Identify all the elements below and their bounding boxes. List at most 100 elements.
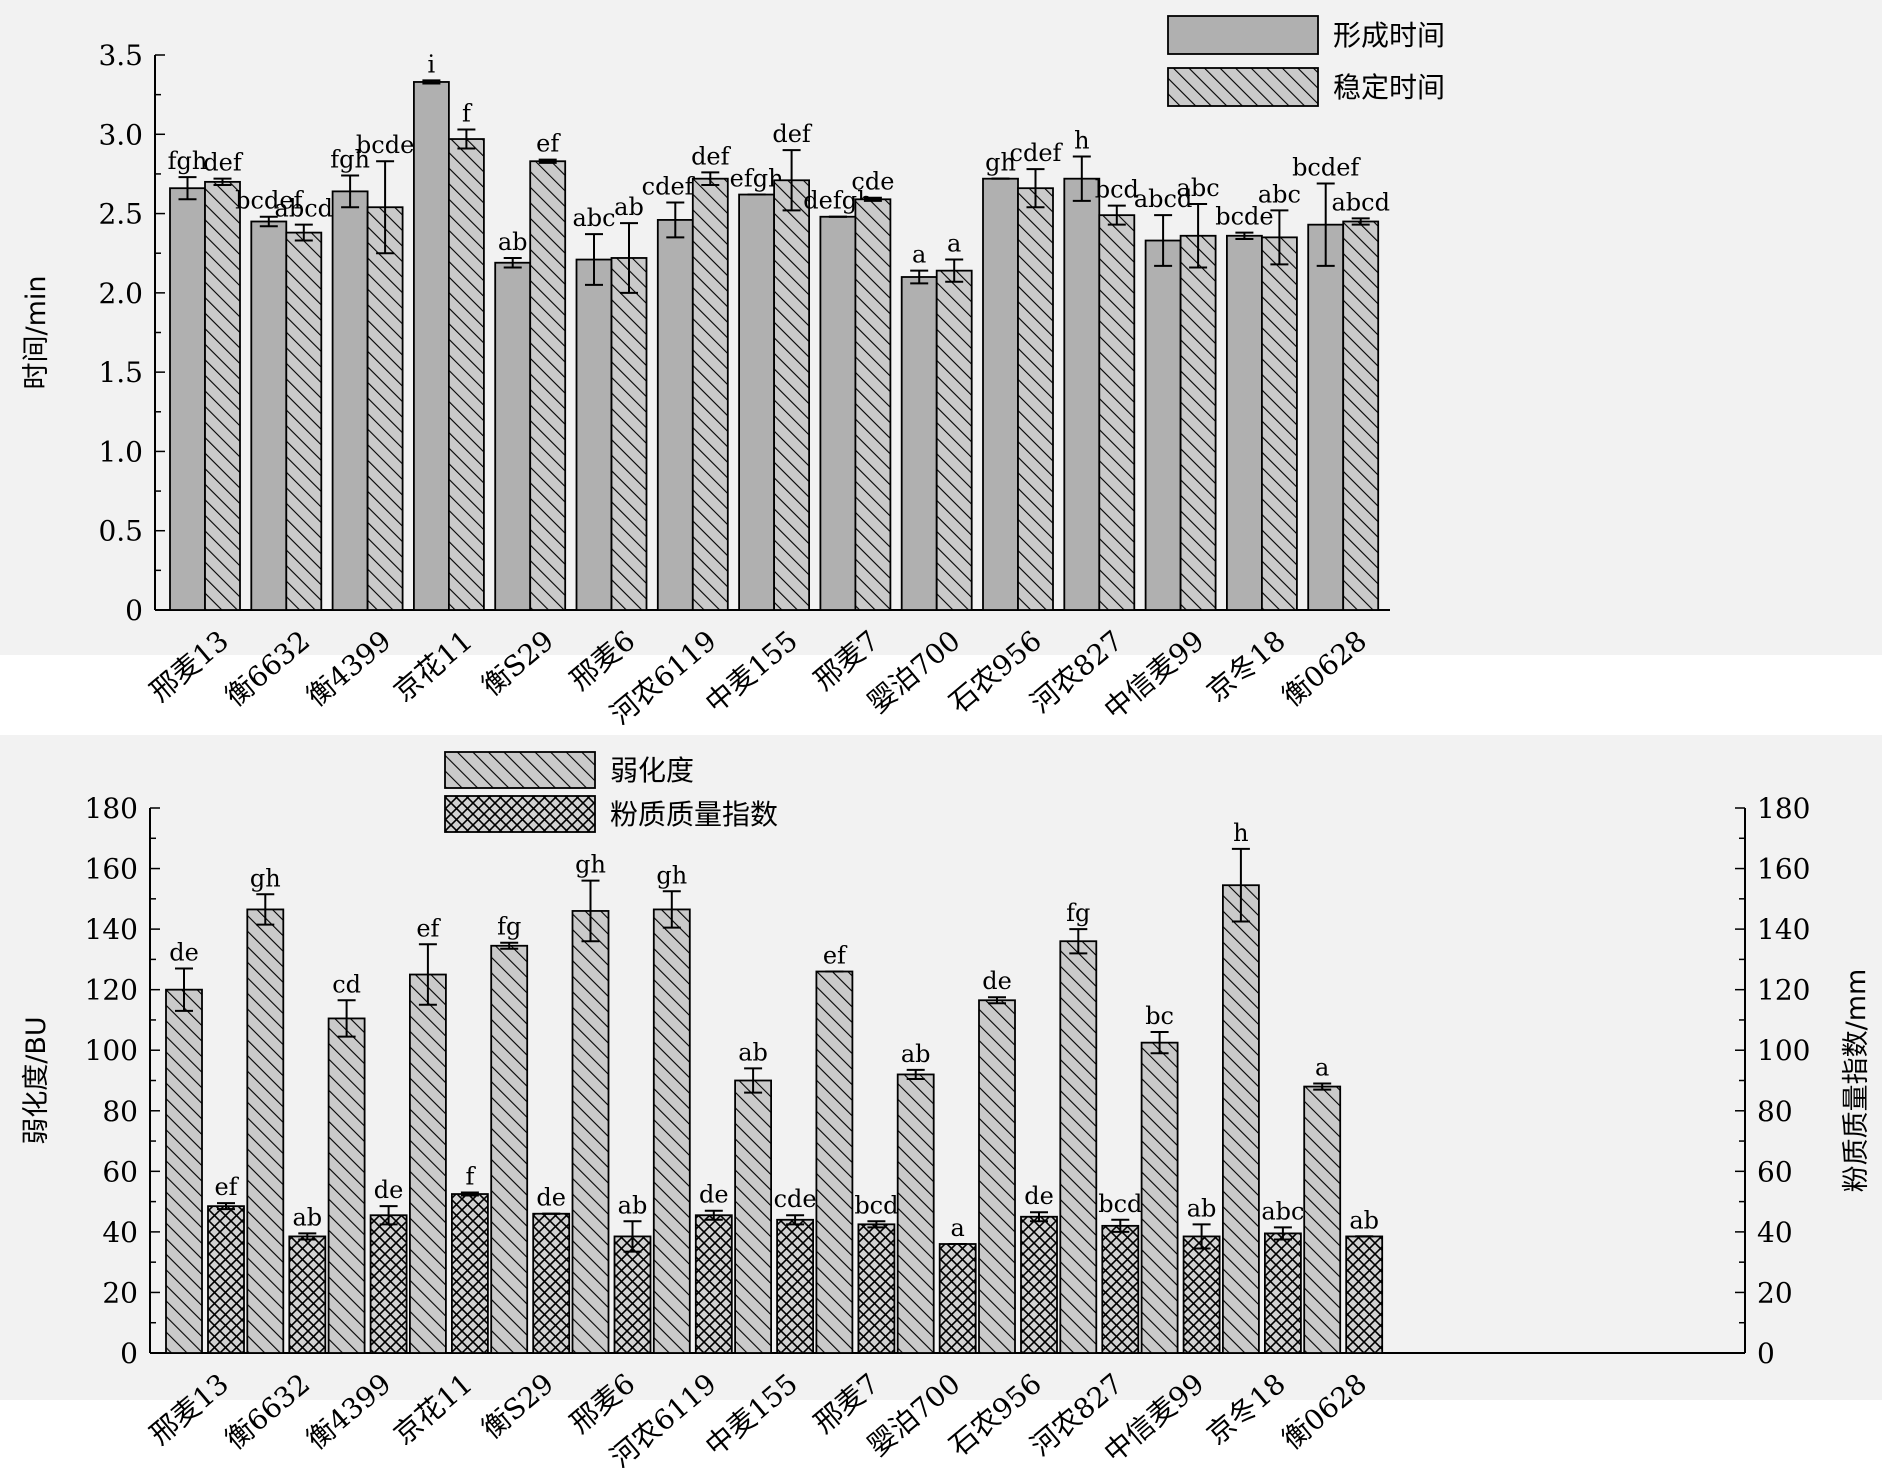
bottom-category-label: 衡6632 [219,1367,316,1456]
bottom-y-axis-title-right: 粉质质量指数/mm [1841,969,1872,1193]
bottom-bar-1 [1182,1235,1221,1354]
bottom-y-tick-label-right: 160 [1757,853,1810,886]
top-significance-label: cdef [1010,139,1064,167]
bottom-significance-label: gh [250,864,281,892]
bottom-y-tick-label: 40 [102,1216,138,1249]
bottom-significance-label: de [699,1181,729,1209]
bottom-bar-1 [288,1235,327,1354]
bottom-legend-swatch [444,795,596,833]
bottom-y-tick-label-right: 120 [1757,974,1810,1007]
bottom-significance-label: ab [738,1038,768,1066]
top-bar-0 [494,261,532,611]
top-bar-0 [1307,223,1345,611]
bottom-category-label: 京冬18 [1200,1367,1291,1451]
bottom-significance-label: h [1233,819,1248,847]
bottom-significance-label: ab [1187,1194,1217,1222]
top-y-tick-label: 2.5 [98,198,143,231]
top-y-tick-label: 2.0 [98,277,143,310]
bottom-y-tick-label-right: 80 [1757,1095,1793,1128]
top-bar-0 [982,177,1019,611]
bottom-category-label: 衡S29 [475,1367,560,1446]
top-significance-label: h [1074,126,1089,154]
top-bar-1 [1261,236,1298,611]
bottom-bar-0 [815,970,854,1354]
top-bar-1 [773,179,810,611]
bottom-category-label: 邢麦13 [143,1367,234,1451]
top-significance-label: def [772,120,813,148]
top-y-tick-label: 1.0 [98,435,143,468]
bottom-bar-1 [857,1223,896,1354]
top-category-label: 衡0628 [1276,624,1373,713]
bottom-significance-label: ab [901,1040,931,1068]
top-significance-label: bcdef [235,187,304,215]
bottom-significance-label: f [465,1163,476,1191]
top-legend-swatch [1167,15,1319,55]
bottom-y-tick-label: 0 [120,1337,138,1370]
bottom-significance-label: ef [214,1173,239,1201]
top-y-tick-label: 1.5 [98,356,143,389]
top-bar-1 [529,160,567,611]
bottom-y-tick-label: 60 [102,1155,138,1188]
top-bar-0 [250,220,288,611]
bottom-bar-1 [1101,1224,1140,1354]
bottom-y-tick-label: 180 [85,792,138,825]
bottom-significance-label: gh [575,851,606,879]
bottom-significance-label: a [951,1214,965,1242]
top-significance-label: ef [536,130,561,158]
bottom-bar-1 [694,1214,733,1354]
bottom-y-tick-label: 160 [85,853,138,886]
top-category-label: 京花11 [387,624,478,708]
top-significance-label: i [428,50,436,78]
top-bar-0 [575,258,613,611]
bottom-significance-label: ab [1349,1206,1379,1234]
bottom-bar-1 [613,1235,652,1354]
top-bar-1 [204,180,241,611]
bottom-bar-1 [1020,1215,1058,1354]
bottom-significance-label: cd [332,970,361,998]
bottom-significance-label: cde [774,1185,817,1213]
top-bar-1 [935,269,973,611]
top-category-label: 邢麦13 [143,624,234,708]
top-significance-label: a [947,230,961,258]
top-significance-label: abcd [1331,188,1389,216]
top-significance-label: a [912,241,926,269]
top-bar-0 [169,187,206,611]
bottom-significance-label: bc [1145,1002,1174,1030]
bottom-bar-1 [369,1214,408,1354]
top-bar-1 [285,231,323,611]
bottom-y-tick-label: 20 [102,1276,138,1309]
bottom-bar-0 [165,988,203,1354]
bottom-significance-label: a [1315,1054,1329,1082]
bottom-bar-1 [776,1218,814,1354]
top-category-label: 京冬18 [1200,624,1291,708]
top-bar-1 [1179,234,1217,611]
top-bar-1 [854,198,892,611]
bottom-significance-label: fg [1066,899,1090,927]
bottom-significance-label: ab [292,1203,322,1231]
bottom-bar-0 [408,973,447,1354]
top-bar-0 [331,190,369,611]
bottom-bar-0 [896,1073,935,1354]
top-bar-0 [900,276,938,611]
bottom-y-tick-label-right: 0 [1757,1337,1775,1370]
top-significance-label: bcd [1095,176,1139,204]
bottom-bar-0 [1303,1085,1342,1354]
bottom-significance-label: ef [416,914,441,942]
bottom-y-tick-label-right: 100 [1757,1034,1810,1067]
bottom-bar-0 [978,999,1016,1354]
top-category-label: 衡6632 [219,624,316,713]
top-significance-label: abc [1177,174,1220,202]
bottom-y-axis-title: 弱化度/BU [21,1016,52,1144]
bottom-legend-swatch [444,751,596,789]
bottom-significance-label: abc [1261,1197,1304,1225]
top-legend-label: 稳定时间 [1333,71,1445,104]
top-bar-0 [738,193,775,611]
bottom-bar-0 [571,910,610,1354]
bottom-y-tick-label: 80 [102,1095,138,1128]
bottom-category-label: 衡4399 [300,1367,397,1456]
bottom-significance-label: ef [823,942,848,970]
top-bar-1 [1342,220,1380,611]
bottom-significance-label: de [169,938,199,966]
top-significance-label: fgh [168,147,208,175]
bottom-y-tick-label-right: 180 [1757,792,1810,825]
